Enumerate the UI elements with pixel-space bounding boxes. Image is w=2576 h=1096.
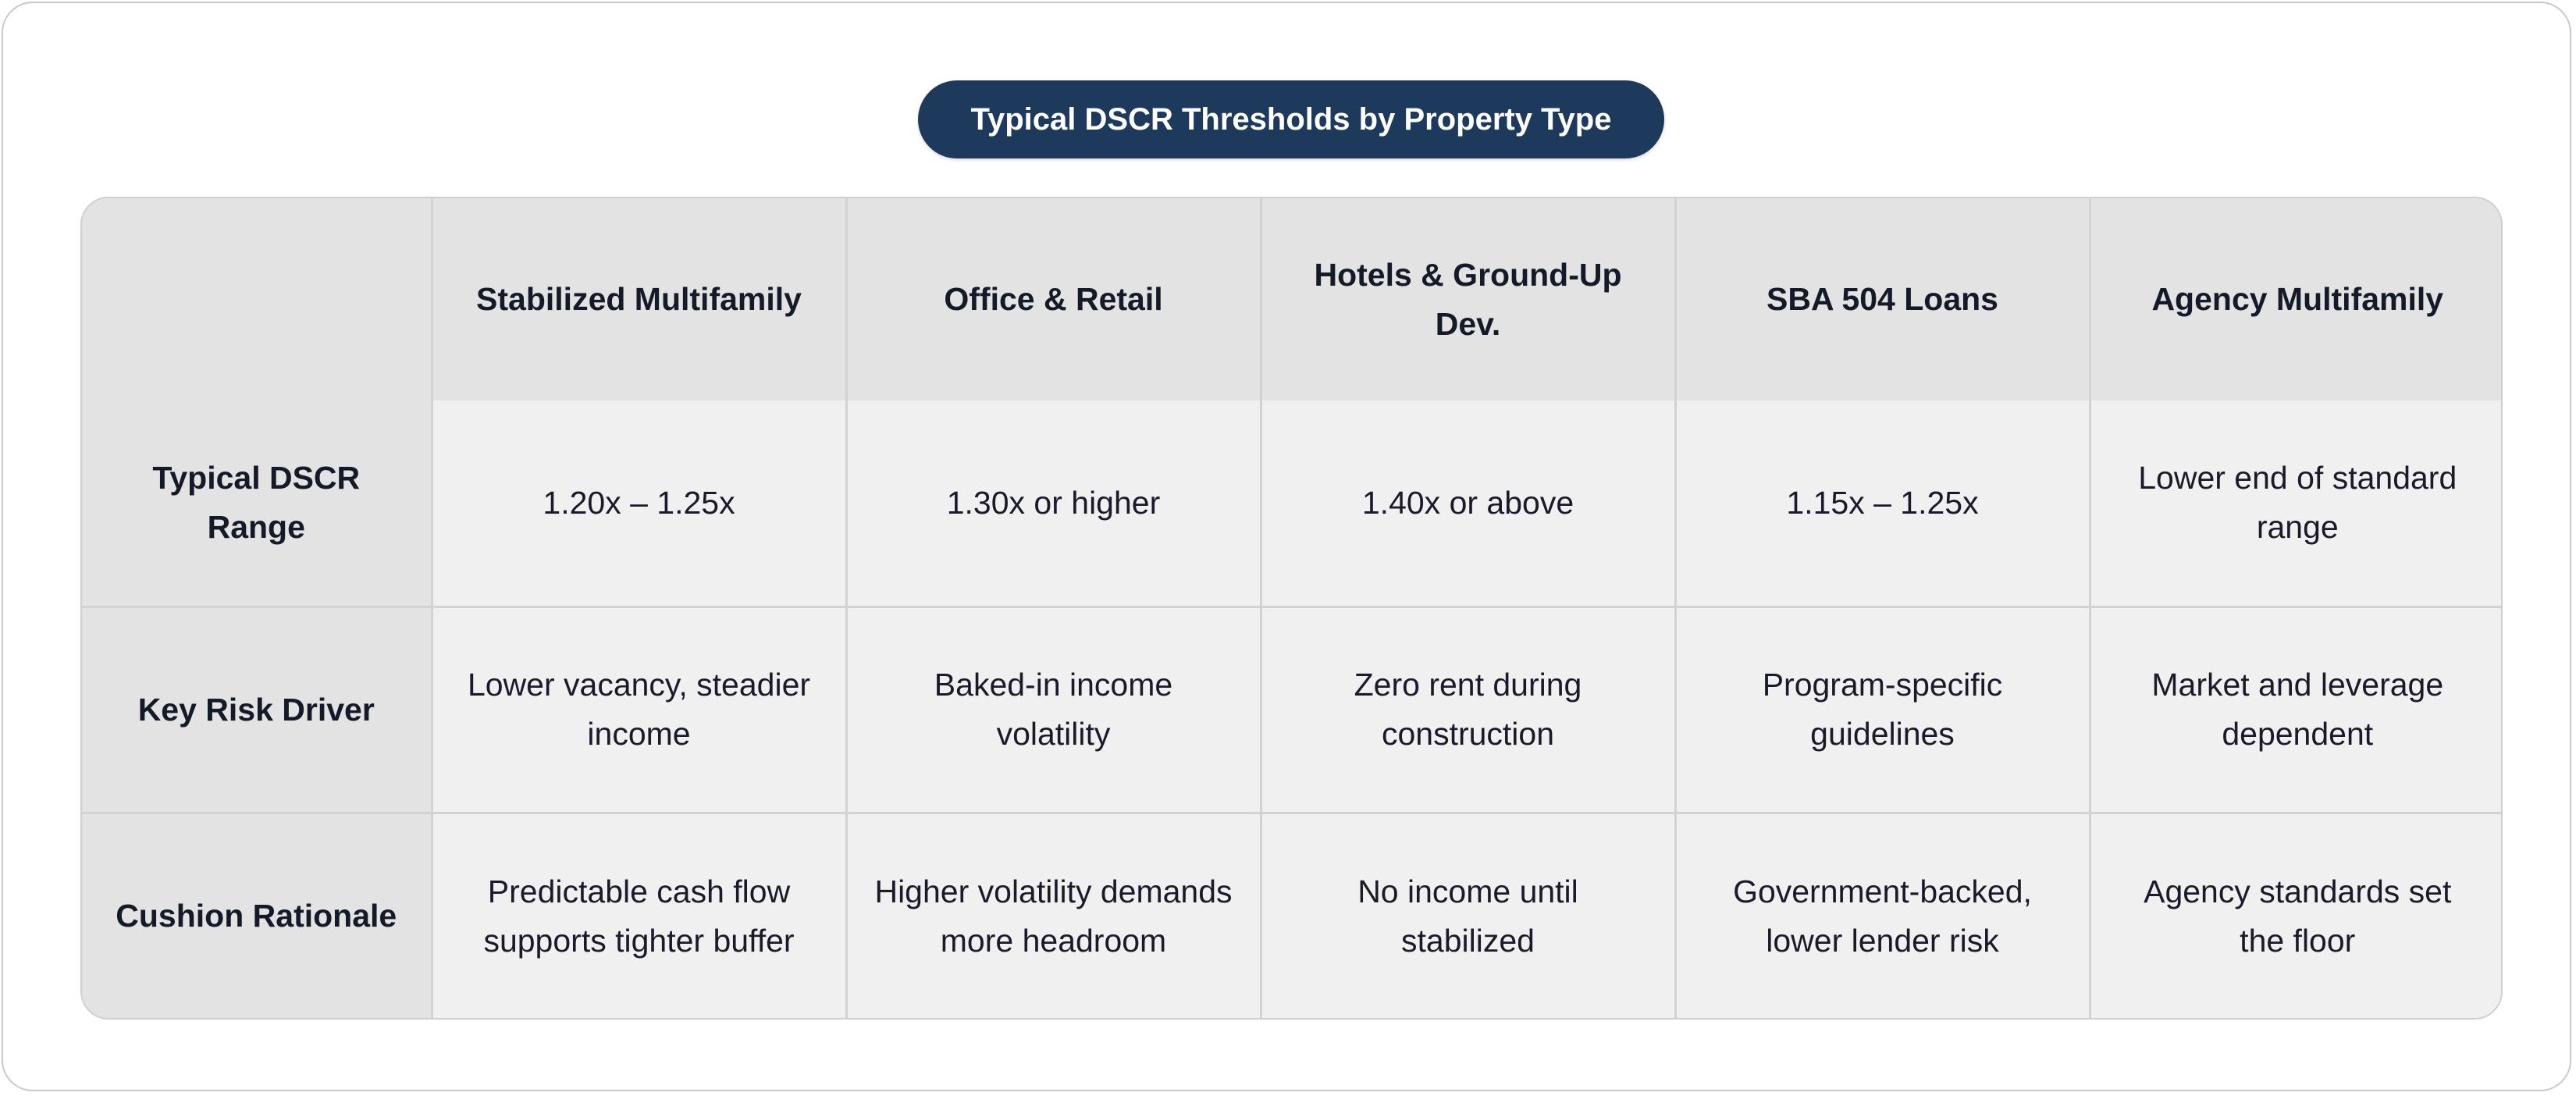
table-cell: Government-backed, lower lender risk xyxy=(1674,811,2091,1018)
dscr-table: Stabilized Multifamily Office & Retail H… xyxy=(82,198,2501,1018)
table-row: Cushion Rationale Predictable cash flow … xyxy=(82,811,2501,1018)
table-cell: 1.20x – 1.25x xyxy=(430,400,848,608)
page-title: Typical DSCR Thresholds by Property Type xyxy=(918,80,1664,158)
table-cell: 1.40x or above xyxy=(1259,400,1677,608)
column-header: Hotels & Ground-Up Dev. xyxy=(1259,198,1677,400)
table-cell: Lower end of standard range xyxy=(2088,400,2501,608)
column-header: Office & Retail xyxy=(845,198,1262,400)
table-cell: 1.15x – 1.25x xyxy=(1674,400,2091,608)
table-cell: Program-specific guidelines xyxy=(1674,605,2091,814)
row-header: Key Risk Driver xyxy=(82,605,433,814)
row-header: Typical DSCR Range xyxy=(82,400,433,608)
column-header: Agency Multifamily xyxy=(2088,198,2501,400)
dscr-table-container: Stabilized Multifamily Office & Retail H… xyxy=(80,197,2503,1019)
table-cell: Zero rent during construction xyxy=(1259,605,1677,814)
corner-header xyxy=(82,198,433,400)
table-header-row: Stabilized Multifamily Office & Retail H… xyxy=(82,198,2501,400)
row-header: Cushion Rationale xyxy=(82,811,433,1018)
column-header: SBA 504 Loans xyxy=(1674,198,2091,400)
table-row: Key Risk Driver Lower vacancy, steadier … xyxy=(82,605,2501,814)
table-cell: Market and leverage dependent xyxy=(2088,605,2501,814)
table-cell: Lower vacancy, steadier income xyxy=(430,605,848,814)
column-header: Stabilized Multifamily xyxy=(430,198,848,400)
table-cell: Predictable cash flow supports tighter b… xyxy=(430,811,848,1018)
table-cell: Agency standards set the floor xyxy=(2088,811,2501,1018)
table-cell: Baked-in income volatility xyxy=(845,605,1262,814)
table-cell: No income until stabilized xyxy=(1259,811,1677,1018)
table-row: Typical DSCR Range 1.20x – 1.25x 1.30x o… xyxy=(82,400,2501,608)
table-cell: Higher volatility demands more headroom xyxy=(845,811,1262,1018)
table-cell: 1.30x or higher xyxy=(845,400,1262,608)
